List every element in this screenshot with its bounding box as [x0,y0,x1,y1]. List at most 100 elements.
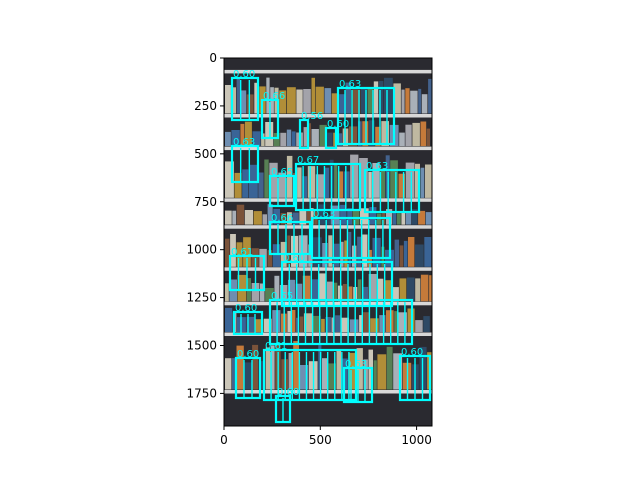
detection-score: 0.60 [401,347,423,358]
product [244,362,252,390]
product [274,275,280,302]
product [230,234,236,267]
product [310,279,318,302]
product [303,89,311,114]
product [322,243,328,267]
product [368,274,377,302]
product [324,167,330,198]
detection-box [280,260,394,308]
product [243,237,251,267]
x-axis: 0 500 1000 [220,426,432,447]
product [359,158,368,198]
product [296,317,299,332]
product [324,88,332,114]
product [421,94,428,114]
product [363,312,370,332]
detection-score: 0.60 [277,387,299,398]
product [225,85,231,114]
product [377,278,384,302]
y-tick-label: 1250 [186,291,217,305]
product [362,286,369,302]
product [420,121,427,147]
product [348,352,356,390]
product [327,132,333,147]
product [425,164,432,198]
product [311,129,319,147]
product [267,250,273,267]
product [373,81,379,114]
product [244,121,252,147]
product [420,167,425,198]
product [234,172,242,198]
product [347,286,353,302]
product [334,164,338,198]
product [280,213,287,225]
product [278,172,287,198]
product [302,275,311,302]
detection-score: 0.66 [263,91,285,102]
detection-box [310,216,392,260]
product [225,358,232,390]
y-tick-label: 0 [209,51,217,65]
product [246,94,254,114]
product [331,317,335,332]
product [383,280,393,302]
product [359,315,363,332]
product [336,349,342,390]
product [420,274,429,302]
product [348,231,352,267]
product [368,120,375,146]
product [288,353,293,390]
detection-score: 0.63 [366,161,388,172]
product [386,346,393,390]
detection-box [324,126,338,150]
product [319,124,327,147]
y-tick-label: 1750 [186,386,217,400]
product [293,341,299,390]
detection-box [363,168,421,214]
product [303,313,313,332]
product [403,240,408,267]
axes-frame [223,57,433,427]
detection-score: 0.65 [271,291,293,302]
product [262,214,267,225]
product [260,283,265,302]
product [244,210,253,225]
product [271,345,275,390]
y-tick-label: 1000 [186,243,217,257]
product [390,160,398,198]
product [375,126,381,147]
product [253,211,262,225]
product [418,88,422,114]
product [315,86,324,114]
product [411,209,418,225]
product [279,285,288,302]
product [225,283,229,302]
detection-score: 0.60 [237,349,259,360]
product [288,279,296,302]
product [251,283,260,302]
product [242,169,249,198]
product [307,166,316,198]
product [272,310,281,332]
shelf-edge [224,301,432,306]
product [273,208,280,225]
product [299,365,309,390]
product [307,123,311,146]
shelf-edge [224,267,432,271]
product [335,315,341,332]
product [393,287,399,302]
x-tick-label: 500 [309,433,332,447]
product [331,93,339,114]
product [378,80,384,114]
shelf-edge [224,114,432,118]
product [381,121,389,147]
product [340,204,347,225]
product [225,210,232,225]
product [401,211,406,225]
product [401,89,405,114]
product [358,121,362,147]
product [429,275,432,302]
detection-box [234,356,262,400]
detection-score: 0.56 [301,111,323,122]
